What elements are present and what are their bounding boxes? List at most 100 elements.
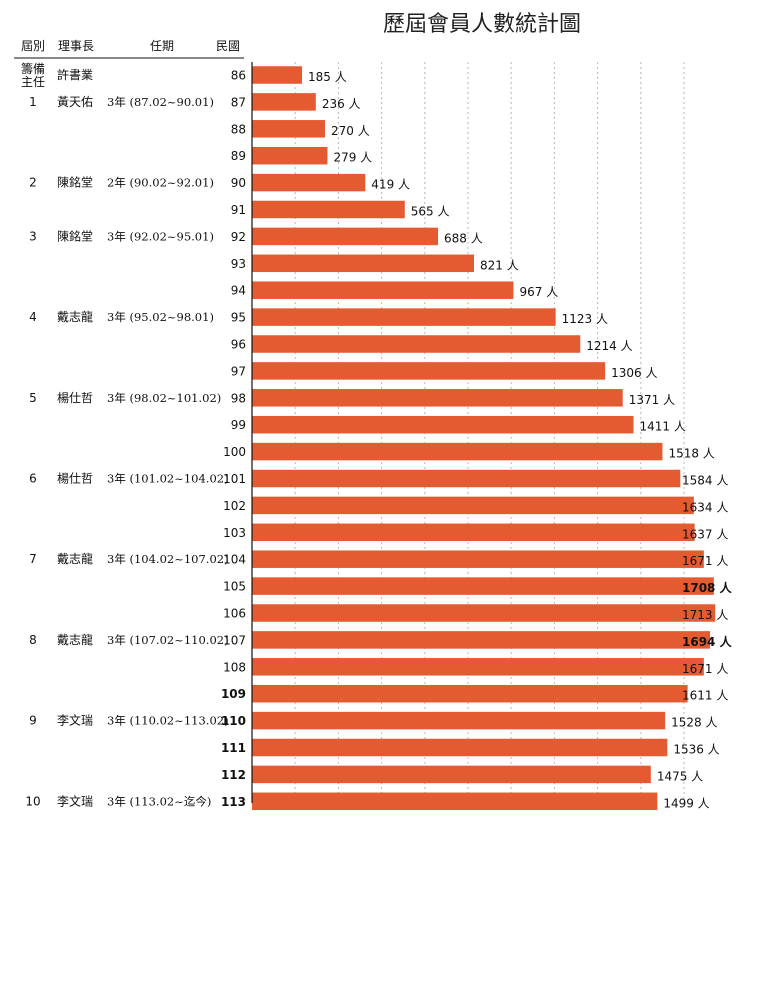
bar-87: [252, 93, 316, 111]
year-tick-label: 103: [223, 526, 246, 540]
bar-113: [252, 792, 658, 811]
value-label: 185 人: [308, 70, 347, 84]
value-label: 1671 人: [682, 662, 728, 676]
chairman-name: 戴志龍: [57, 551, 93, 566]
bar-98: [252, 389, 623, 407]
session-cell: 主任: [21, 75, 45, 89]
value-label: 279 人: [333, 151, 372, 165]
chart-title: 歷屆會員人數統計圖: [383, 12, 581, 37]
term-cell: 2年 (90.02~92.01): [107, 176, 214, 190]
session-cell: 9: [29, 714, 37, 728]
year-tick-label: 112: [221, 768, 246, 782]
year-tick-label: 89: [231, 149, 246, 163]
bar-99: [252, 415, 634, 434]
term-cell: 3年 (98.02~101.02): [107, 391, 221, 405]
term-cell: 3年 (95.02~98.01): [107, 310, 214, 324]
bar-96: [252, 335, 581, 353]
bar-100: [252, 442, 663, 461]
year-tick-label: 111: [221, 741, 246, 755]
value-label: 1634 人: [682, 500, 728, 514]
col-header-year: 民國: [216, 39, 240, 53]
year-tick-label: 88: [231, 122, 246, 136]
year-tick-label: 110: [221, 714, 246, 728]
value-label: 1475 人: [657, 769, 703, 783]
term-cell: 3年 (110.02~113.02): [107, 714, 229, 728]
chairman-name: 陳銘堂: [57, 228, 93, 243]
value-label: 236 人: [322, 97, 361, 111]
value-label: 1708 人: [682, 580, 733, 595]
bar-89: [252, 146, 328, 165]
chairman-name: 許書業: [57, 68, 93, 82]
session-cell: 4: [29, 310, 37, 324]
value-label: 1713 人: [682, 608, 728, 622]
chairman-name: 戴志龍: [57, 632, 93, 647]
term-cell: 3年 (87.02~90.01): [107, 95, 214, 109]
value-label: 1637 人: [682, 527, 728, 541]
year-tick-label: 87: [231, 95, 246, 109]
year-tick-label: 98: [231, 391, 246, 405]
session-cell: 1: [29, 95, 37, 109]
session-cell: 5: [29, 391, 37, 405]
bar-104: [252, 550, 704, 568]
bar-107: [252, 631, 711, 649]
session-cell: 8: [29, 633, 37, 647]
session-cell: 籌備: [21, 61, 45, 76]
year-tick-label: 105: [223, 580, 246, 594]
session-cell: 10: [25, 794, 40, 808]
chairman-name: 黃天佑: [57, 95, 93, 109]
term-cell: 3年 (92.02~95.01): [107, 229, 214, 243]
bar-112: [252, 765, 651, 784]
bar-91: [252, 200, 405, 219]
bar-106: [252, 604, 716, 622]
col-header-session: 屆別: [21, 39, 45, 53]
value-label: 1411 人: [640, 420, 686, 434]
term-cell: 3年 (104.02~107.02): [107, 552, 229, 566]
value-label: 1214 人: [586, 339, 632, 353]
value-label: 419 人: [371, 178, 410, 192]
value-label: 688 人: [444, 231, 483, 245]
value-label: 1528 人: [671, 716, 717, 730]
year-tick-label: 93: [231, 257, 246, 271]
year-tick-label: 107: [223, 633, 246, 647]
bar-101: [252, 469, 681, 488]
year-tick-label: 113: [221, 795, 246, 809]
year-tick-label: 86: [231, 69, 246, 83]
value-label: 1584 人: [682, 474, 728, 488]
col-header-term: 任期: [150, 39, 174, 53]
term-cell: 3年 (101.02~104.02): [107, 472, 229, 486]
year-tick-label: 101: [223, 472, 246, 486]
value-label: 821 人: [480, 258, 519, 272]
value-label: 1499 人: [663, 796, 709, 810]
term-cell: 3年 (107.02~110.02): [107, 633, 229, 647]
year-tick-label: 109: [221, 687, 246, 701]
value-label: 1611 人: [682, 689, 728, 703]
bar-108: [252, 658, 704, 676]
chairman-name: 陳銘堂: [57, 175, 93, 190]
session-cell: 6: [29, 472, 37, 486]
bar-92: [252, 227, 439, 246]
year-tick-label: 96: [231, 338, 246, 352]
year-tick-label: 91: [231, 203, 246, 217]
chairman-name: 李文瑞: [57, 793, 93, 808]
chairman-name: 楊仕哲: [57, 471, 93, 486]
value-label: 1518 人: [668, 447, 714, 461]
year-tick-label: 92: [231, 230, 246, 244]
bar-94: [252, 281, 514, 299]
bars-layer: [252, 66, 716, 811]
session-cell: 7: [29, 552, 37, 566]
bar-110: [252, 711, 666, 730]
bar-103: [252, 523, 695, 542]
year-tick-label: 90: [231, 176, 246, 190]
value-label: 1371 人: [629, 393, 675, 407]
bar-86: [252, 66, 303, 84]
bar-97: [252, 362, 606, 380]
year-tick-labels: 86 87 88 89 90 91 92 93 94 95 96 97 98 99 100 101 102 103…: [221, 69, 246, 809]
value-label: 1306 人: [611, 366, 657, 380]
value-label: 1694 人: [682, 634, 733, 649]
bar-93: [252, 254, 474, 273]
chairman-name: 戴志龍: [57, 309, 93, 324]
year-tick-label: 95: [231, 311, 246, 325]
value-label: 1671 人: [682, 554, 728, 568]
bar-111: [252, 738, 668, 757]
